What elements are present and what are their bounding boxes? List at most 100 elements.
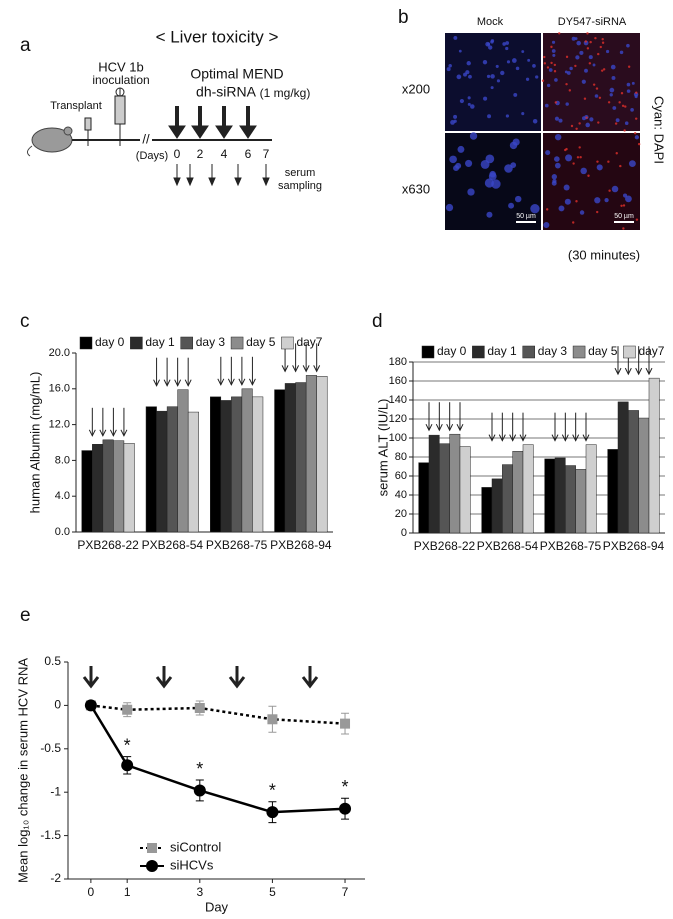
- marker: [339, 802, 352, 815]
- legend-swatch: [421, 345, 435, 359]
- x-tick-label: PXB268-94: [270, 538, 332, 552]
- column-label: DY547-siRNA: [558, 16, 627, 28]
- dose-arrow-head: [614, 367, 622, 376]
- nucleus: [446, 67, 451, 72]
- nucleus: [564, 70, 568, 74]
- x-tick-label: PXB268-75: [206, 538, 268, 552]
- legend-label: siHCVs: [170, 857, 214, 872]
- dose-arrow-head: [313, 365, 321, 373]
- nucleus: [631, 81, 635, 85]
- nucleus: [502, 42, 506, 46]
- nucleus: [457, 145, 465, 153]
- signal: [601, 37, 604, 41]
- signal: [546, 66, 550, 69]
- nucleus: [466, 61, 471, 66]
- signal: [553, 63, 557, 67]
- x-tick-label: PXB268-22: [414, 539, 476, 553]
- marker: [194, 703, 205, 714]
- signal: [607, 101, 611, 104]
- dose-arrow-head: [645, 367, 653, 376]
- nucleus: [485, 41, 491, 47]
- dose-arrow-head: [120, 429, 128, 437]
- nucleus: [515, 195, 522, 203]
- x-tick-label: PXB268-54: [477, 539, 539, 553]
- signal: [588, 62, 592, 65]
- nucleus: [487, 114, 492, 119]
- signal: [622, 204, 626, 207]
- nucleus: [532, 64, 536, 68]
- signal: [553, 70, 557, 73]
- nucleus: [453, 114, 458, 119]
- bar: [113, 440, 125, 533]
- nucleus: [488, 45, 493, 50]
- nucleus: [453, 35, 458, 40]
- nucleus: [551, 49, 556, 53]
- nucleus: [521, 50, 525, 53]
- nucleus: [626, 89, 631, 93]
- y-tick-label: 60: [395, 470, 407, 482]
- dose-arrow-head: [302, 365, 310, 373]
- dose-arrow-head: [228, 676, 246, 689]
- nucleus: [581, 116, 586, 121]
- nucleus: [609, 93, 613, 97]
- nucleus: [594, 197, 601, 204]
- dose-arrow-head: [227, 378, 235, 386]
- bar: [81, 450, 93, 533]
- nucleus: [535, 75, 539, 79]
- nucleus: [592, 63, 596, 67]
- signal: [620, 91, 624, 95]
- nucleus: [563, 184, 570, 191]
- bar: [648, 377, 660, 534]
- panel-label: c: [20, 311, 30, 332]
- signal: [572, 162, 575, 165]
- nucleus: [551, 174, 557, 180]
- bar: [428, 434, 440, 534]
- signal: [550, 45, 553, 49]
- nucleus: [634, 95, 638, 99]
- legend-label: day 1: [145, 335, 175, 349]
- dose-arrow-head: [498, 434, 506, 442]
- syringe: [84, 87, 126, 146]
- nucleus: [624, 121, 629, 125]
- y-tick-label: 80: [395, 451, 407, 463]
- nucleus: [558, 205, 565, 212]
- nucleus: [552, 178, 557, 184]
- signal: [543, 55, 546, 59]
- signal: [574, 64, 577, 68]
- nucleus: [545, 150, 551, 156]
- signal: [586, 47, 590, 50]
- nucleus: [579, 50, 584, 55]
- legend-swatch: [180, 336, 193, 350]
- y-tick-label: 12.0: [49, 419, 70, 431]
- nucleus: [634, 135, 640, 140]
- nucleus: [566, 71, 571, 75]
- signal: [575, 127, 578, 130]
- legend-swatch: [79, 336, 93, 350]
- label: inoculation: [92, 73, 149, 87]
- label: serum: [285, 167, 316, 179]
- scale-label: 50 µm: [614, 213, 634, 220]
- day-label: 2: [197, 147, 204, 161]
- sampling-arrows: [173, 164, 270, 187]
- bar: [491, 478, 503, 534]
- label: sampling: [278, 180, 322, 192]
- bar: [241, 388, 253, 533]
- time-label: (30 minutes): [568, 247, 640, 262]
- bar: [305, 375, 317, 533]
- y-tick-label: 0: [401, 527, 407, 539]
- dose-arrow-head: [217, 378, 225, 386]
- signal: [596, 160, 599, 163]
- y-tick-label: -1.5: [40, 828, 61, 842]
- legend-label: day7: [296, 335, 322, 349]
- axis-break: //: [142, 131, 150, 146]
- marker: [121, 759, 134, 772]
- dose-arrow-head: [155, 676, 173, 689]
- legend-label: day 0: [437, 344, 467, 358]
- significance-label: *: [342, 777, 349, 797]
- signal: [543, 62, 547, 65]
- dose-arrow-head: [488, 434, 496, 442]
- legend-swatch: [130, 336, 143, 350]
- nucleus: [544, 103, 549, 108]
- y-tick-label: 20.0: [49, 347, 70, 359]
- nucleus: [459, 98, 464, 104]
